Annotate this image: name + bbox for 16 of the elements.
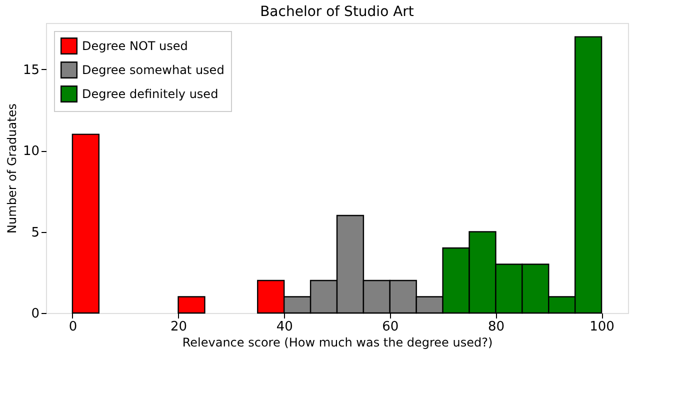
y-tick-label: 5 — [31, 225, 40, 240]
legend-label: Degree somewhat used — [82, 63, 224, 77]
y-tick-label: 0 — [31, 306, 40, 322]
y-tick-label: 10 — [22, 144, 40, 160]
x-tick-label: 0 — [68, 320, 78, 334]
legend-label: Degree definitely used — [82, 87, 218, 101]
y-tick-label: 15 — [22, 62, 40, 78]
chart-title: Bachelor of Studio Art — [260, 4, 414, 20]
y-axis-title: Number of Graduates — [4, 104, 19, 234]
x-tick-label: 80 — [488, 320, 504, 334]
x-tick-label: 100 — [590, 320, 614, 334]
x-tick-label: 40 — [276, 320, 293, 334]
x-tick-label: 60 — [382, 320, 399, 334]
x-axis-title: Relevance score (How much was the degree used?) — [182, 336, 493, 350]
x-tick-label: 20 — [170, 320, 188, 334]
legend-label: Degree NOT used — [82, 39, 188, 53]
